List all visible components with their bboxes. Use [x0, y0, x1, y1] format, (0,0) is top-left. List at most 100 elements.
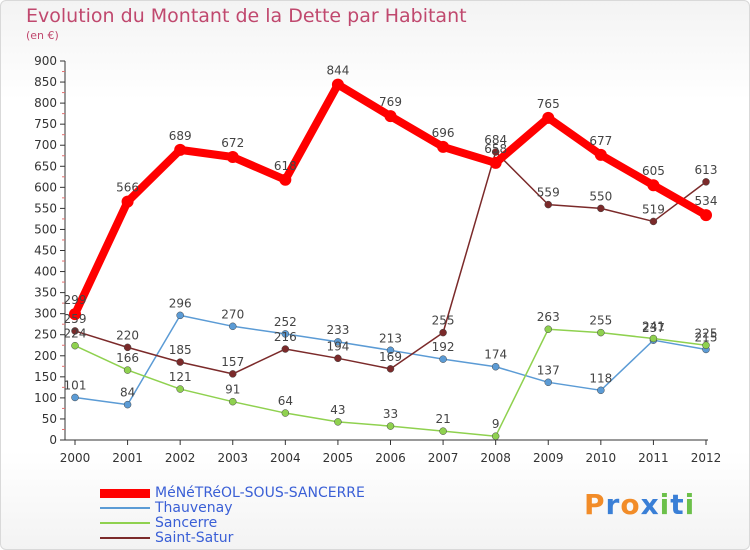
y-tick-label: 0	[49, 433, 57, 447]
x-tick-label: 2003	[217, 451, 248, 465]
x-tick-label: 2012	[691, 451, 722, 465]
data-point	[489, 156, 502, 169]
data-point	[597, 204, 605, 213]
data-label: 33	[383, 407, 398, 421]
data-point	[123, 366, 132, 374]
legend-swatch	[100, 489, 150, 498]
data-label: 169	[379, 350, 402, 364]
legend-swatch	[100, 522, 150, 524]
data-label: 174	[484, 348, 507, 362]
y-tick-label: 600	[34, 180, 57, 194]
proxiti-logo: Proxiti	[584, 488, 696, 521]
data-label: 185	[169, 343, 192, 357]
data-point	[334, 338, 342, 346]
data-label: 64	[278, 394, 293, 408]
y-tick-label: 350	[34, 286, 57, 300]
data-label: 672	[221, 136, 244, 150]
data-label: 252	[274, 315, 297, 329]
data-point	[334, 418, 342, 426]
data-label: 689	[169, 129, 192, 143]
x-tick-label: 2000	[60, 451, 91, 465]
data-label: 613	[695, 163, 718, 177]
data-point	[174, 143, 187, 156]
data-label: 166	[116, 351, 139, 365]
chart-title: Evolution du Montant de la Dette par Hab…	[26, 5, 467, 27]
y-tick-label: 450	[34, 244, 57, 258]
data-point	[229, 370, 237, 378]
y-tick-label: 200	[34, 349, 57, 363]
data-point	[229, 397, 237, 406]
data-label: 157	[221, 355, 244, 369]
data-label: 237	[642, 321, 665, 335]
data-point	[229, 322, 237, 331]
data-label: 233	[326, 323, 349, 337]
data-point	[123, 400, 132, 409]
data-label: 118	[589, 371, 612, 385]
y-tick-label: 250	[34, 328, 57, 342]
data-label: 241	[642, 320, 665, 334]
data-point	[71, 393, 79, 402]
data-label: 566	[116, 181, 139, 195]
y-tick-label: 650	[34, 159, 57, 173]
data-point	[437, 140, 450, 153]
data-point	[71, 341, 79, 350]
y-tick-label: 150	[34, 370, 57, 384]
data-point	[439, 355, 447, 363]
x-tick-label: 2007	[428, 451, 459, 465]
data-point	[649, 217, 658, 226]
data-point	[281, 330, 290, 338]
data-point	[386, 346, 395, 355]
data-label: 121	[169, 370, 192, 384]
data-point	[176, 311, 184, 320]
data-point	[597, 386, 605, 395]
data-point	[386, 422, 395, 430]
data-point	[71, 327, 79, 335]
x-tick-label: 2010	[586, 451, 617, 465]
y-tick-label: 500	[34, 222, 57, 236]
data-label: 216	[274, 330, 297, 344]
data-point	[544, 200, 552, 209]
y-tick-label: 850	[34, 75, 57, 89]
x-tick-label: 2008	[480, 451, 511, 465]
data-point	[700, 209, 712, 222]
data-label: 684	[484, 133, 507, 147]
data-point	[226, 151, 239, 164]
data-label: 259	[64, 312, 87, 326]
y-tick-label: 400	[34, 265, 57, 279]
data-point	[386, 365, 395, 373]
data-label: 263	[537, 310, 560, 324]
y-tick-label: 50	[42, 412, 57, 426]
data-label: 296	[169, 296, 192, 310]
legend-label: Sancerre	[155, 515, 218, 531]
y-tick-label: 800	[34, 96, 57, 110]
data-label: 84	[120, 386, 135, 400]
x-tick-label: 2006	[375, 451, 406, 465]
data-label: 559	[537, 186, 560, 200]
legend-label: Saint-Satur	[155, 530, 234, 546]
data-point	[542, 111, 555, 124]
data-label: 534	[695, 194, 718, 208]
data-label: 225	[695, 326, 718, 340]
data-point	[597, 328, 605, 337]
y-tick-label: 700	[34, 138, 57, 152]
data-point	[123, 343, 132, 352]
data-point	[121, 195, 134, 208]
x-tick-label: 2011	[638, 451, 669, 465]
y-tick-label: 900	[34, 54, 57, 68]
data-point	[491, 362, 500, 371]
data-label: 519	[642, 202, 665, 216]
data-point	[702, 178, 710, 186]
data-point	[647, 179, 660, 192]
data-point	[176, 385, 184, 393]
data-point	[544, 378, 552, 387]
data-point	[439, 427, 447, 435]
x-tick-label: 2005	[323, 451, 354, 465]
data-label: 844	[326, 64, 349, 78]
data-label: 255	[432, 314, 455, 328]
data-label: 224	[64, 327, 87, 341]
data-label: 270	[221, 307, 244, 321]
legend-label: Thauvenay	[155, 500, 233, 516]
chart-subtitle: (en €)	[26, 29, 59, 42]
